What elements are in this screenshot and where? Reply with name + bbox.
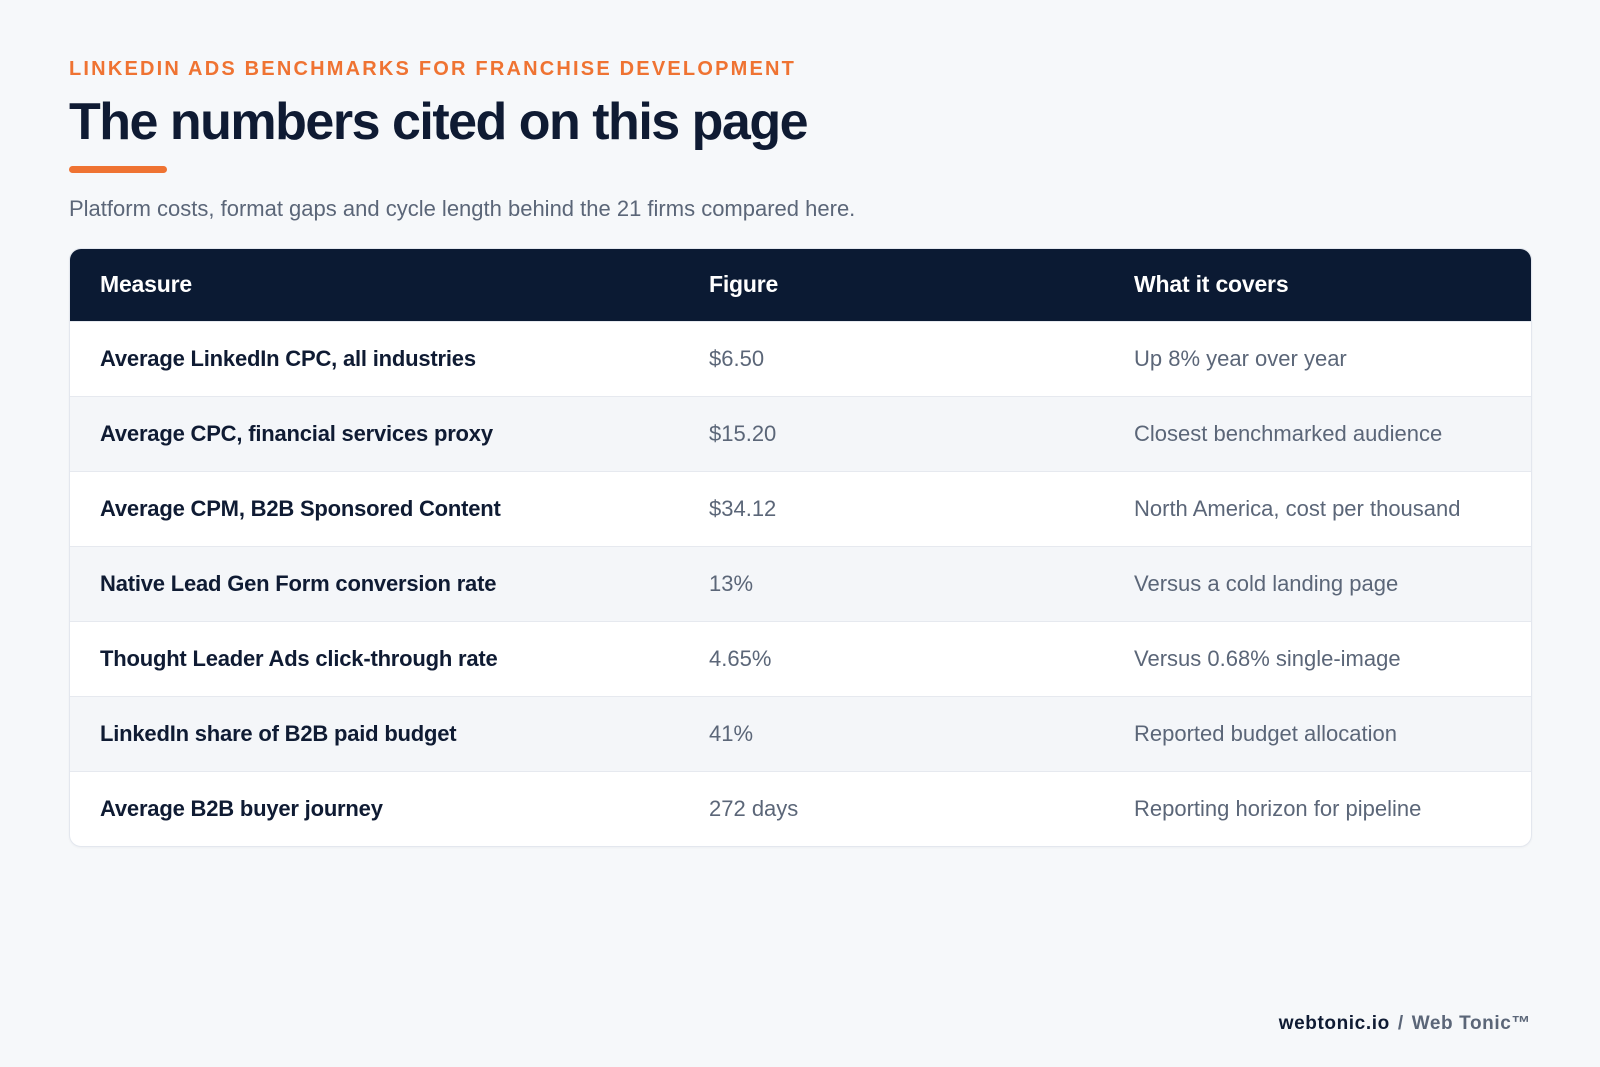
cell-covers: Versus a cold landing page [1134,570,1399,596]
table-row: Native Lead Gen Form conversion rate 13%… [70,546,1531,621]
footer-separator: / [1397,1013,1404,1034]
cell-covers: North America, cost per thousand [1134,495,1461,521]
page-subtitle: Platform costs, format gaps and cycle le… [69,196,856,221]
cell-figure: $15.20 [709,420,777,446]
cell-measure: Average CPM, B2B Sponsored Content [100,495,501,521]
cell-measure: Average CPC, financial services proxy [100,420,493,446]
cell-measure: Average LinkedIn CPC, all industries [100,345,476,371]
table-header-row: Measure Figure What it covers [70,249,1531,321]
table-row: Average CPM, B2B Sponsored Content $34.1… [70,471,1531,546]
table-row: Average CPC, financial services proxy $1… [70,396,1531,471]
benchmarks-table-card: Measure Figure What it covers Average Li… [69,248,1532,847]
benchmarks-table: Measure Figure What it covers Average Li… [70,249,1531,846]
cell-figure: 272 days [709,795,799,821]
table-row: Average B2B buyer journey 272 days Repor… [70,771,1531,846]
cell-measure: Native Lead Gen Form conversion rate [100,570,497,596]
page-title: The numbers cited on this page [69,93,809,151]
cell-covers: Closest benchmarked audience [1134,420,1443,446]
footer-site: webtonic.io [1278,1013,1390,1034]
cell-figure: 13% [709,570,754,596]
table-row: Thought Leader Ads click-through rate 4.… [70,621,1531,696]
cell-figure: $34.12 [709,495,777,521]
footer-brand: Web Tonic™ [1411,1013,1531,1034]
eyebrow-label: LINKEDIN ADS BENCHMARKS FOR FRANCHISE DE… [69,58,797,80]
cell-figure: 41% [709,720,754,746]
footer-credit: webtonic.io / Web Tonic™ [1279,1013,1531,1035]
cell-covers: Reported budget allocation [1134,720,1397,746]
cell-measure: Thought Leader Ads click-through rate [100,645,498,671]
cell-figure: $6.50 [709,345,765,371]
cell-measure: Average B2B buyer journey [100,795,383,821]
column-header-measure: Measure [100,271,192,298]
column-header-figure: Figure [709,271,779,298]
cell-covers: Reporting horizon for pipeline [1134,795,1422,821]
cell-covers: Up 8% year over year [1134,345,1347,371]
cell-figure: 4.65% [709,645,772,671]
column-header-covers: What it covers [1134,271,1289,298]
cell-measure: LinkedIn share of B2B paid budget [100,720,457,746]
cell-covers: Versus 0.68% single-image [1134,645,1401,671]
title-accent-bar [69,166,167,173]
table-row: Average LinkedIn CPC, all industries $6.… [70,321,1531,396]
table-row: LinkedIn share of B2B paid budget 41% Re… [70,696,1531,771]
